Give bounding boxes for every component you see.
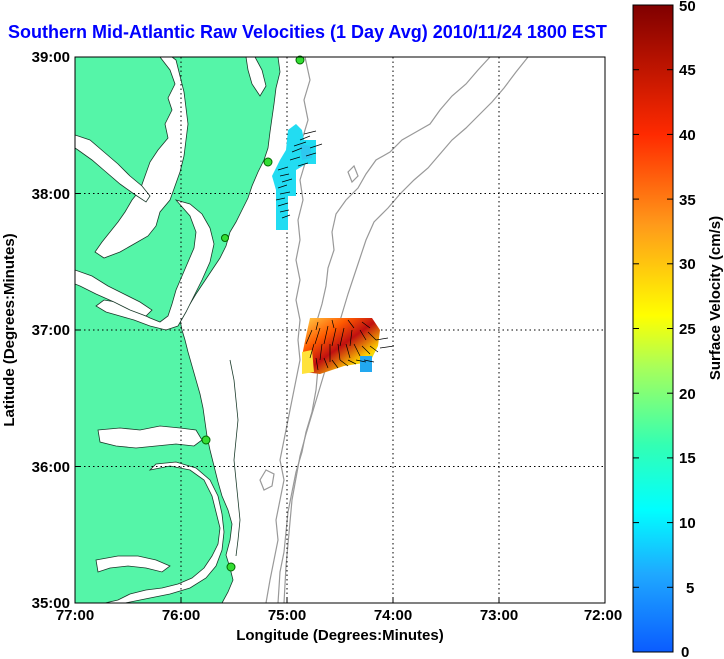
x-tick-label: 77:00 — [56, 607, 94, 624]
radar-station[interactable] — [221, 234, 229, 242]
radar-station[interactable] — [263, 157, 273, 167]
y-tick-label: 39:00 — [32, 49, 70, 66]
delaware-bay — [245, 57, 267, 97]
x-tick-label: 73:00 — [480, 607, 518, 624]
radar-station[interactable] — [226, 562, 236, 572]
x-axis-label: Longitude (Degrees:Minutes) — [236, 627, 444, 644]
colorbar-tick-label: 25 — [679, 321, 696, 338]
colorbar-tick-label: 45 — [679, 62, 696, 79]
barrier-island — [229, 359, 241, 557]
bathymetry-contours — [259, 57, 529, 603]
potomac-river — [75, 134, 151, 203]
colorbar-tick-label: 30 — [679, 256, 696, 273]
y-tick-label: 36:00 — [32, 459, 70, 476]
y-tick-label: 35:00 — [32, 595, 70, 612]
colorbar-tick-label: 50 — [679, 0, 696, 15]
radar-station[interactable] — [295, 55, 305, 65]
colorbar-tick-label: 5 — [686, 580, 694, 597]
albemarle-sound — [97, 425, 203, 449]
colorbar-tick-label: 15 — [679, 450, 696, 467]
radar-stations — [201, 55, 305, 572]
pamlico-sound — [104, 461, 225, 603]
x-tick-label: 72:00 — [584, 607, 622, 624]
colorbar-tick-label: 20 — [679, 386, 696, 403]
y-tick-label: 37:00 — [32, 322, 70, 339]
x-tick-label: 75:00 — [268, 607, 306, 624]
page-title: Southern Mid-Atlantic Raw Velocities (1 … — [8, 22, 607, 42]
radar-station[interactable] — [201, 435, 211, 445]
y-tick-label: 38:00 — [32, 186, 70, 203]
colorbar-tick-label: 35 — [679, 192, 696, 209]
colorbar-label: Surface Velocity (cm/s) — [707, 216, 724, 380]
y-axis-label: Latitude (Degrees:Minutes) — [1, 233, 18, 426]
neuse-river — [95, 555, 171, 573]
southern-velocity-field — [302, 318, 395, 374]
colorbar: 50 45 40 35 30 25 20 15 10 5 0 Surface V… — [632, 0, 724, 659]
colorbar-tick-label: 40 — [679, 127, 696, 144]
x-tick-label: 76:00 — [162, 607, 200, 624]
northern-velocity-field — [272, 124, 323, 230]
james-river — [75, 269, 153, 317]
chesapeake-bay-lower — [95, 199, 215, 331]
chesapeake-bay — [94, 57, 189, 259]
x-tick-label: 74:00 — [374, 607, 412, 624]
colorbar-tick-label: 10 — [679, 515, 696, 532]
colorbar-tick-label: 0 — [681, 644, 689, 659]
